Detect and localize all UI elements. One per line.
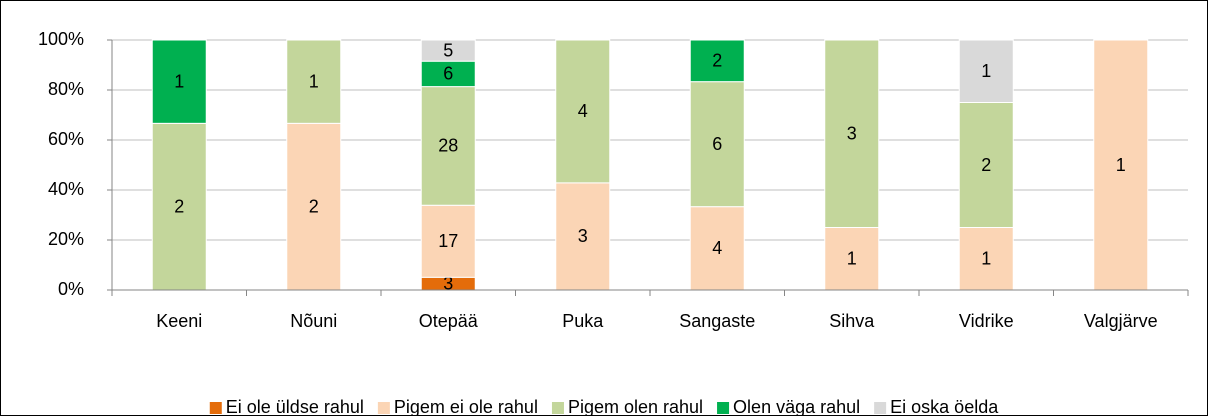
legend-label: Ei ole üldse rahul (226, 397, 364, 416)
bar-segment (420, 60, 476, 88)
data-label: 1 (309, 71, 319, 91)
x-tick-label: Otepää (419, 311, 479, 331)
legend-swatch (209, 402, 222, 414)
data-label: 4 (712, 238, 722, 258)
data-label: 28 (438, 136, 458, 156)
x-tick-label: Vidrike (959, 311, 1014, 331)
legend-label: Ei oska öelda (890, 397, 999, 416)
legend-swatch (377, 402, 390, 414)
bar-segment (824, 227, 880, 291)
bar-segment (1093, 39, 1149, 291)
bar-segment (689, 39, 745, 83)
legend-label: Pigem ei ole rahul (394, 397, 538, 416)
data-label: 6 (443, 64, 453, 84)
data-label: 2 (309, 196, 319, 216)
data-label: 2 (712, 51, 722, 71)
bar-segment (958, 39, 1014, 103)
bar-segment (420, 204, 476, 278)
data-label: 1 (981, 61, 991, 81)
y-tick-label: 0% (58, 279, 84, 299)
bar-segment (958, 227, 1014, 291)
bar-segment (286, 39, 342, 124)
y-tick-label: 100% (38, 29, 84, 49)
legend-swatch (717, 402, 730, 414)
data-label: 1 (174, 71, 184, 91)
legend-label: Olen väga rahul (733, 397, 860, 416)
y-tick-label: 80% (48, 79, 84, 99)
x-tick-label: Keeni (156, 311, 202, 331)
data-label: 1 (1116, 155, 1126, 175)
x-tick-label: Nõuni (290, 311, 337, 331)
x-tick-label: Valgjärve (1084, 311, 1158, 331)
legend: Ei ole üldse rahul Pigem ei ole rahul Pige… (209, 397, 999, 416)
bar-segment (689, 206, 745, 291)
legend-swatch (551, 402, 564, 414)
legend-label: Pigem olen rahul (568, 397, 703, 416)
data-label: 5 (443, 40, 453, 60)
bar-segment (555, 39, 611, 184)
bar-segment (824, 39, 880, 228)
bar-segment (689, 81, 745, 208)
data-label: 3 (578, 226, 588, 246)
y-tick-label: 20% (48, 229, 84, 249)
data-label: 1 (847, 249, 857, 269)
data-label: 3 (443, 273, 453, 293)
y-tick-label: 40% (48, 179, 84, 199)
data-label: 6 (712, 134, 722, 154)
data-label: 2 (981, 155, 991, 175)
data-label: 17 (438, 231, 458, 251)
bar-segment (420, 86, 476, 206)
legend-swatch (874, 402, 887, 414)
bar-segment (151, 39, 207, 124)
data-label: 3 (847, 124, 857, 144)
data-label: 4 (578, 101, 588, 121)
x-tick-label: Sihva (829, 311, 875, 331)
bar-segment (420, 39, 476, 62)
x-tick-label: Puka (562, 311, 604, 331)
data-label: 1 (981, 249, 991, 269)
data-label: 2 (174, 196, 184, 216)
y-tick-label: 60% (48, 129, 84, 149)
x-tick-label: Sangaste (679, 311, 755, 331)
bar-segment (958, 102, 1014, 228)
bar-segment (555, 182, 611, 291)
